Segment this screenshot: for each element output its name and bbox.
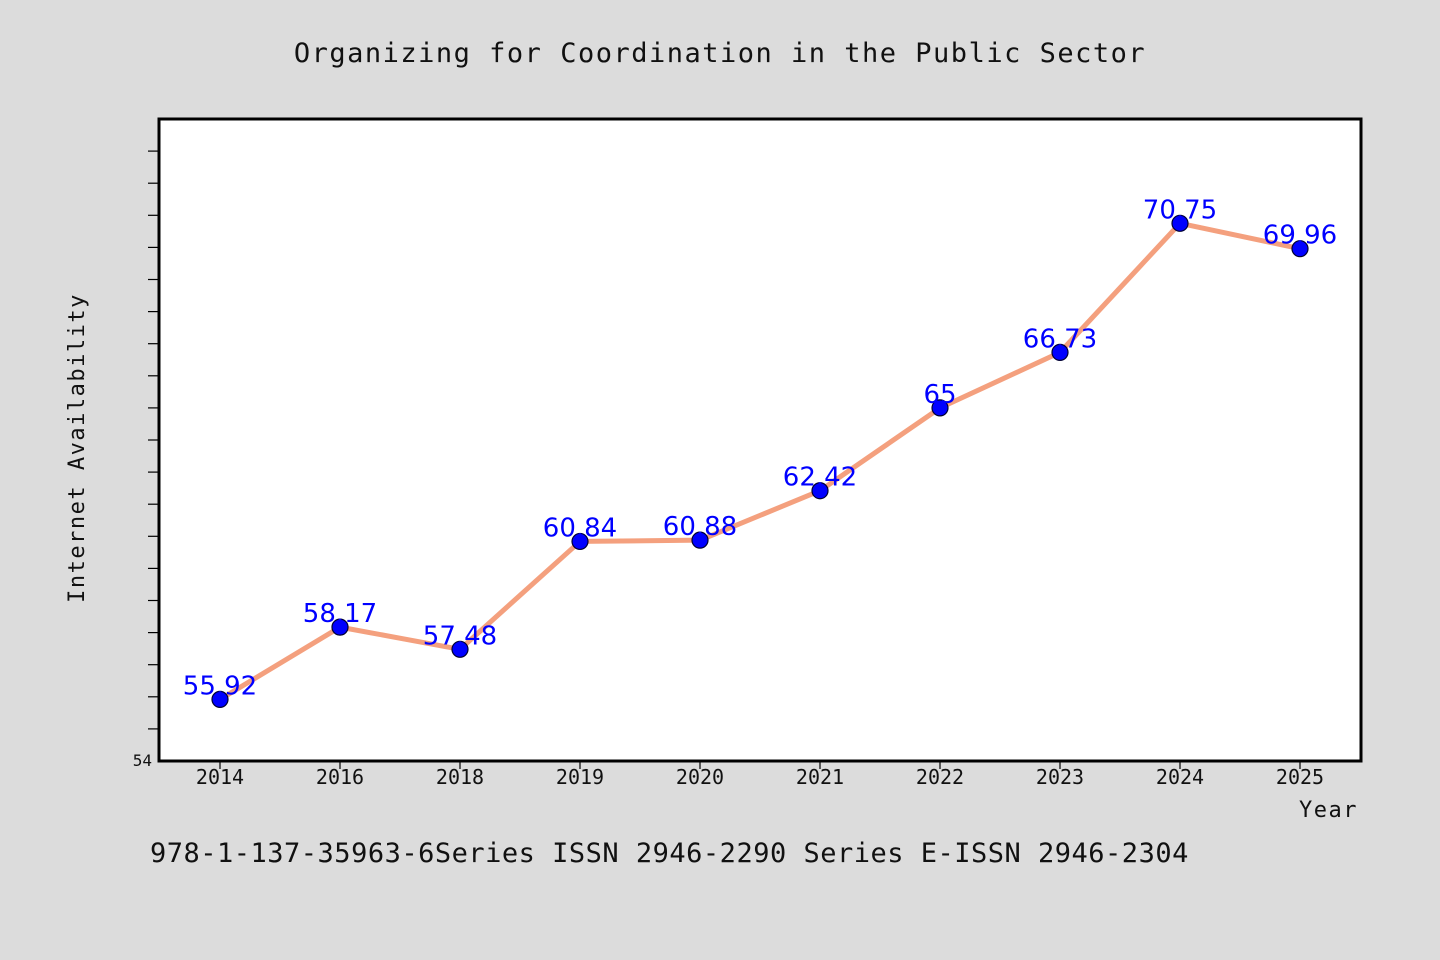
data-label: 57.48 xyxy=(423,621,497,651)
data-label: 58.17 xyxy=(303,599,377,629)
x-tick-label: 2022 xyxy=(916,765,964,789)
data-label: 70.75 xyxy=(1143,195,1217,225)
x-axis-title: Year xyxy=(1299,798,1358,823)
x-tick-label: 2023 xyxy=(1036,765,1084,789)
data-label: 62.42 xyxy=(783,463,857,493)
data-label: 55.92 xyxy=(183,671,257,701)
footer-isbn-issn: 978-1-137-35963-6Series ISSN 2946-2290 S… xyxy=(150,838,1189,869)
series-layer: 55.92 58.17 57.48 60.84 60.88 62.42 65 66.73 70.… xyxy=(183,195,1337,708)
data-label: 69.96 xyxy=(1263,221,1337,251)
x-tick-label: 2016 xyxy=(316,765,364,789)
data-point-marker xyxy=(451,640,469,658)
data-point-marker xyxy=(691,531,709,549)
data-label: 60.84 xyxy=(543,513,617,543)
data-point-marker xyxy=(571,532,589,551)
x-tick-label: 2014 xyxy=(196,765,244,789)
x-tick-label: 2024 xyxy=(1156,765,1204,789)
data-point-marker xyxy=(811,482,829,500)
data-point-marker xyxy=(1291,240,1309,258)
chart-title: Organizing for Coordination in the Publi… xyxy=(294,38,1146,69)
plot-area xyxy=(157,117,1363,763)
data-point-marker xyxy=(331,618,349,636)
x-tick-label: 2025 xyxy=(1276,765,1324,789)
x-axis-ticks: 2014 2016 2018 2019 2020 2021 2022 2023 2024 2025 xyxy=(196,761,1324,789)
data-point-marker xyxy=(931,399,949,417)
x-tick-label: 2019 xyxy=(556,765,604,789)
x-tick-label: 2021 xyxy=(796,765,844,789)
x-tick-label: 2018 xyxy=(436,765,484,789)
x-tick-label: 2020 xyxy=(676,765,724,789)
series-line xyxy=(217,220,1303,702)
y-axis-ticks xyxy=(148,150,159,730)
y-tick-label: 54 xyxy=(133,751,152,770)
data-point-marker xyxy=(1051,343,1069,361)
data-point-marker xyxy=(1171,214,1189,232)
y-axis-title: Internet Availability xyxy=(65,293,90,603)
data-label: 60.88 xyxy=(663,512,737,542)
data-label: 65 xyxy=(923,380,956,410)
data-label: 66.73 xyxy=(1023,324,1097,354)
data-point-marker xyxy=(211,690,229,708)
